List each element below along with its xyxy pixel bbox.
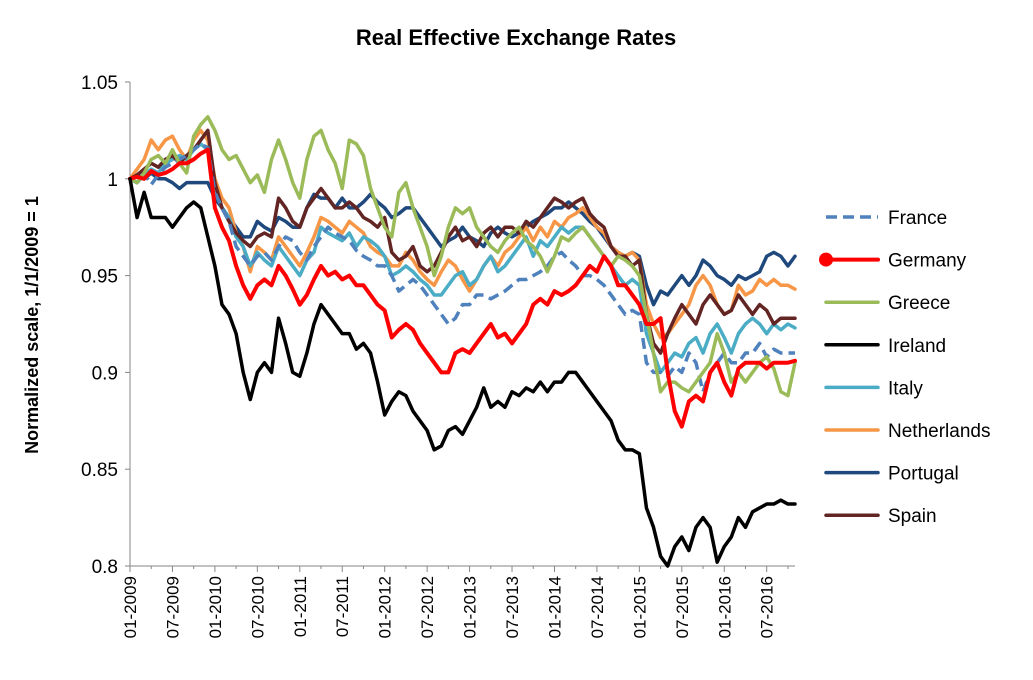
y-axis-label: Normalized scale, 1/1/2009 = 1 [22,196,42,454]
x-tick-label: 07-2009 [163,576,182,638]
chart-title: Real Effective Exchange Rates [356,25,676,50]
series-line-spain [128,128,797,355]
x-tick-label: 01-2013 [461,576,480,638]
legend-label-spain: Spain [888,506,937,527]
series-line-france [129,142,795,394]
x-tick-label: 07-2010 [248,576,267,638]
legend-label-ireland: Ireland [888,336,946,357]
legend-marker-germany [819,252,833,267]
legend: France Germany Greece Ireland Italy Netherlan… [819,208,990,527]
x-tick-label: 07-2013 [503,576,522,638]
series-lines [128,115,797,568]
x-tick-label: 07-2016 [758,576,777,638]
series-line-italy [128,142,797,375]
legend-label-germany: Germany [888,251,967,272]
legend-label-france: France [888,208,947,229]
legend-label-netherlands: Netherlands [888,421,990,442]
series-line-ireland [128,177,797,568]
y-tick-label: 1.05 [81,73,118,94]
x-tick-label: 01-2015 [630,576,649,638]
legend-label-greece: Greece [888,293,950,314]
x-tick-label: 01-2014 [545,576,564,638]
legend-label-italy: Italy [888,378,923,399]
x-tick-labels: 01-2009 07-2009 01-2010 07-2010 01-2011 07-20… [121,576,777,638]
series-line-germany [128,147,797,429]
axes [125,81,795,572]
x-tick-label: 07-2012 [418,576,437,638]
x-tick-label: 01-2009 [121,576,140,638]
series-line-portugal [128,171,797,307]
x-tick-label: 07-2014 [588,576,607,638]
x-tick-label: 01-2012 [376,576,395,638]
y-tick-label: 0.85 [81,460,118,481]
x-tick-label: 07-2011 [333,576,352,637]
y-tick-labels: 0.8 0.85 0.9 0.95 1 1.05 [81,73,118,578]
x-tick-label: 07-2015 [673,576,692,638]
x-tick-label: 01-2010 [206,576,225,638]
x-tick-label: 01-2011 [291,576,310,637]
y-tick-label: 1 [107,170,118,191]
y-tick-label: 0.95 [81,267,118,288]
series-line-greece [128,115,797,398]
y-tick-label: 0.8 [92,557,118,578]
y-tick-label: 0.9 [92,363,118,384]
x-tick-label: 01-2016 [715,576,734,638]
legend-label-portugal: Portugal [888,464,959,485]
